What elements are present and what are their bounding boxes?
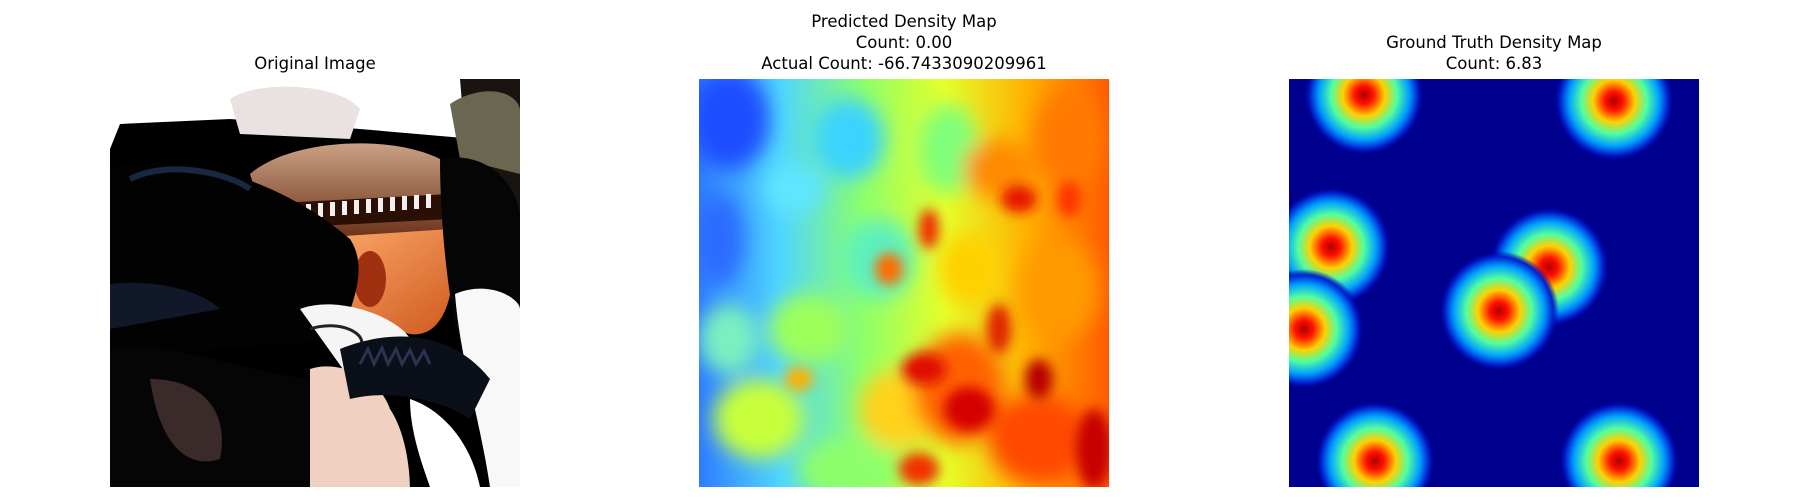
original-image-title-text: Original Image — [254, 54, 376, 73]
original-image — [110, 79, 520, 487]
predicted-count-text: Count: 0.00 — [855, 33, 953, 52]
ground-truth-title-text: Ground Truth Density Map — [1386, 33, 1602, 52]
actual-count-text: Actual Count: -66.7433090209961 — [761, 54, 1047, 73]
predicted-density-graphic — [699, 79, 1109, 487]
ground-truth-graphic — [1289, 79, 1699, 487]
predicted-density-map — [699, 79, 1109, 487]
original-image-graphic — [110, 79, 520, 487]
predicted-density-title-text: Predicted Density Map — [811, 12, 997, 31]
original-image-title: Original Image — [15, 53, 615, 74]
ground-truth-density-map — [1289, 79, 1699, 487]
ground-truth-count-text: Count: 6.83 — [1445, 54, 1543, 73]
predicted-density-title: Predicted Density Map Count: 0.00 Actual… — [604, 11, 1204, 74]
ground-truth-title: Ground Truth Density Map Count: 6.83 — [1194, 32, 1794, 74]
